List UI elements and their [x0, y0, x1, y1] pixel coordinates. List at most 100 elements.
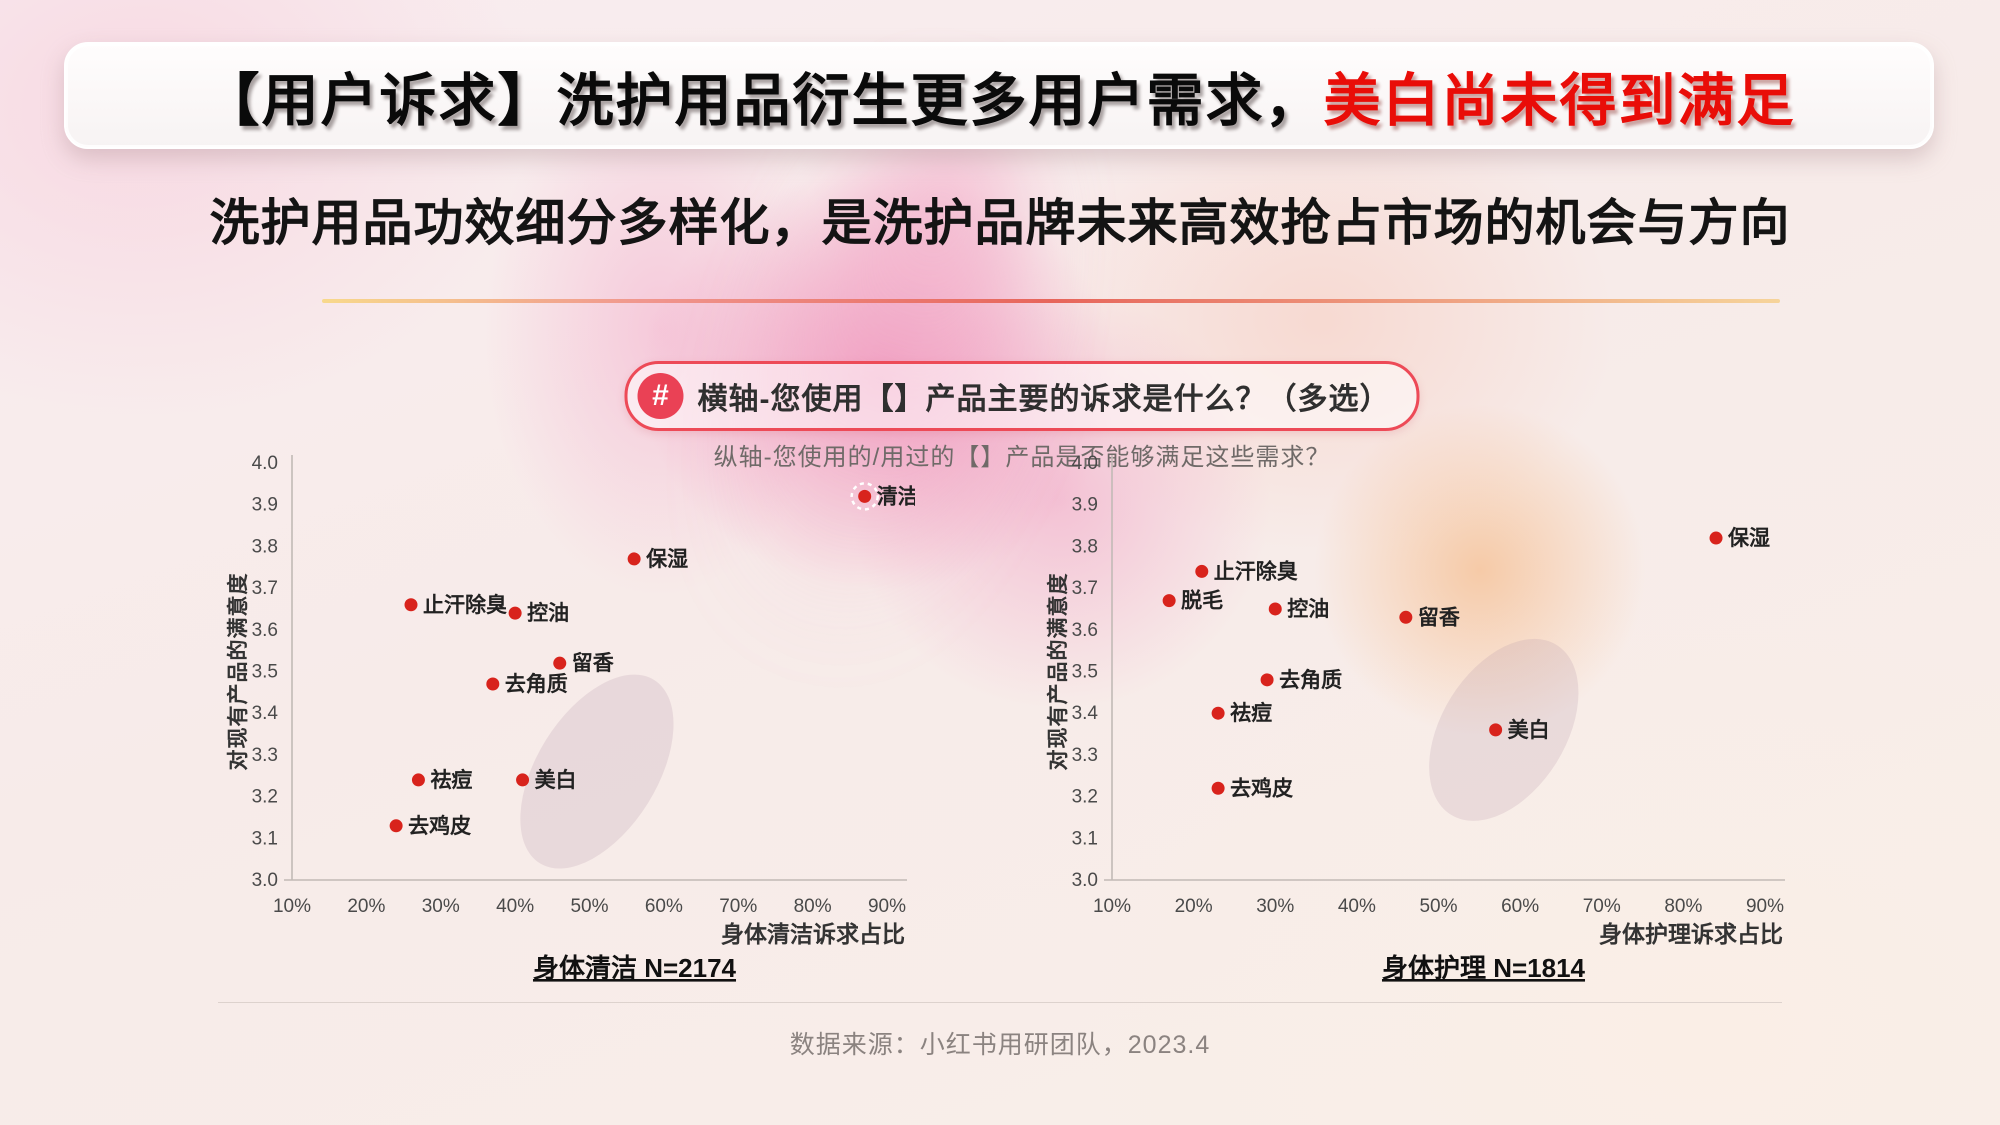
data-point-label: 去鸡皮 [1230, 776, 1293, 800]
x-axis-tick-label: 10% [1093, 896, 1131, 917]
x-axis-tick-label: 50% [1419, 896, 1457, 917]
x-axis-tick-label: 90% [868, 896, 906, 917]
page-title-red: 美白尚未得到满足 [1323, 69, 1796, 133]
y-axis-tick-label: 3.7 [1072, 578, 1098, 599]
subtitle-underline [322, 299, 1780, 303]
x-axis-tick-label: 60% [645, 896, 683, 917]
y-axis-tick-label: 3.8 [252, 536, 278, 557]
data-point [516, 773, 530, 787]
data-point-label: 控油 [1287, 597, 1329, 621]
y-axis-tick-label: 3.0 [1072, 870, 1098, 891]
data-point [486, 677, 500, 691]
y-axis-title: 对现有产品的满意度 [226, 573, 250, 771]
x-axis-tick-label: 60% [1501, 896, 1539, 917]
x-axis-title: 身体护理诉求占比 [1599, 921, 1783, 947]
data-point-label: 留香 [572, 651, 615, 675]
data-point [389, 819, 403, 833]
x-axis-tick-label: 70% [1583, 896, 1621, 917]
y-axis-tick-label: 3.2 [1072, 787, 1098, 808]
data-point [858, 489, 872, 503]
data-point-label: 祛痘 [430, 768, 472, 792]
question-badge-text: 横轴-您使用【】产品主要的诉求是什么？（多选） [697, 383, 1391, 416]
data-point [1709, 531, 1723, 545]
data-point-label: 脱毛 [1181, 589, 1223, 613]
y-axis-tick-label: 4.0 [252, 453, 278, 474]
y-axis-tick-label: 3.3 [1072, 745, 1098, 766]
data-point [508, 606, 522, 620]
x-axis-tick-label: 40% [1338, 896, 1376, 917]
data-source: 数据来源：小红书用研团队，2023.4 [789, 1031, 1211, 1059]
data-point [1162, 594, 1176, 608]
scatter-chart-body-cleansing: 3.0 3.1 3.2 3.3 3.4 3.5 3.6 3.7 3.8 3.9 4.0 10% 20% 3… [215, 430, 919, 1010]
y-axis-tick-label: 3.1 [1072, 828, 1098, 849]
x-axis-title: 身体清洁诉求占比 [721, 921, 905, 947]
data-point [1489, 723, 1503, 737]
y-axis-tick-label: 3.9 [1072, 495, 1098, 516]
selection-ring [850, 482, 879, 511]
x-axis-tick-label: 80% [794, 896, 832, 917]
y-axis-tick-label: 3.4 [1072, 703, 1099, 724]
data-point [1211, 781, 1225, 795]
data-point-label: 美白 [1508, 718, 1550, 742]
y-axis-tick-label: 3.3 [252, 745, 278, 766]
y-axis-tick-label: 3.4 [252, 703, 279, 724]
x-axis-tick-label: 30% [422, 896, 460, 917]
y-axis-tick-label: 4.0 [1072, 453, 1098, 474]
data-point-label: 去角质 [1279, 668, 1342, 692]
data-point-label: 保湿 [1727, 527, 1770, 550]
x-axis-tick-label: 90% [1746, 896, 1784, 917]
x-axis-tick-label: 50% [570, 896, 608, 917]
data-point [627, 552, 641, 566]
question-badge: # 横轴-您使用【】产品主要的诉求是什么？（多选） [624, 361, 1420, 431]
y-axis-tick-label: 3.8 [1072, 536, 1098, 557]
data-point [1399, 610, 1413, 624]
y-axis-tick-label: 3.5 [252, 662, 278, 683]
x-axis-tick-label: 80% [1664, 896, 1702, 917]
data-point-label: 美白 [535, 768, 577, 792]
data-point-label: 清洁 [877, 484, 915, 508]
y-axis-tick-label: 3.9 [252, 495, 278, 516]
data-point-label: 留香 [1418, 605, 1461, 629]
y-axis-tick-label: 3.6 [252, 620, 278, 641]
data-point-label: 去鸡皮 [408, 814, 471, 838]
x-axis-tick-label: 10% [273, 896, 311, 917]
data-point [553, 656, 567, 670]
chart-sample-label: 身体清洁 N=2174 [533, 953, 737, 983]
y-axis-tick-label: 3.6 [1072, 620, 1098, 641]
hash-icon: # [637, 373, 684, 419]
y-axis-tick-label: 3.1 [252, 828, 278, 849]
data-point-label: 保湿 [645, 548, 688, 571]
data-point-label: 祛痘 [1230, 701, 1272, 725]
data-point [411, 773, 425, 787]
data-point [1211, 706, 1225, 720]
subtitle: 洗护用品功效细分多样化，是洗护品牌未来高效抢占市场的机会与方向 [209, 195, 1791, 251]
data-point-label: 控油 [527, 601, 569, 625]
y-axis-tick-label: 3.2 [252, 787, 278, 808]
scatter-svg-body-cleansing: 3.0 3.1 3.2 3.3 3.4 3.5 3.6 3.7 3.8 3.9 4.0 10% 20% 3… [226, 453, 919, 983]
x-axis-tick-label: 20% [1175, 896, 1213, 917]
x-axis-tick-label: 70% [719, 896, 757, 917]
y-axis-title: 对现有产品的满意度 [1046, 573, 1070, 771]
vertical-axis-note: 纵轴-您使用的/用过的【】产品是否能够满足这些需求？ [713, 444, 1331, 471]
footer-divider [218, 1002, 1782, 1003]
data-point-label: 去角质 [505, 672, 568, 696]
x-axis-tick-label: 30% [1256, 896, 1294, 917]
data-point [1260, 673, 1274, 687]
data-point-label: 止汗除臭 [423, 593, 507, 617]
chart-sample-label: 身体护理 N=1814 [1382, 953, 1586, 983]
title-banner: 【用户诉求】洗护用品衍生更多用户需求， 美白尚未得到满足 [64, 42, 1934, 149]
x-axis-tick-label: 20% [347, 896, 385, 917]
y-axis-tick-label: 3.7 [252, 578, 278, 599]
highlight-ellipse [520, 674, 674, 869]
scatter-chart-body-care: 3.0 3.1 3.2 3.3 3.4 3.5 3.6 3.7 3.8 3.9 4.0 10% 20% 3… [1035, 430, 1797, 1010]
data-point-label: 止汗除臭 [1214, 559, 1298, 583]
data-point [404, 598, 418, 612]
page-title-black: 【用户诉求】洗护用品衍生更多用户需求， [202, 69, 1324, 133]
x-axis-tick-label: 40% [496, 896, 534, 917]
highlight-ellipse [1429, 638, 1579, 821]
scatter-svg-body-care: 3.0 3.1 3.2 3.3 3.4 3.5 3.6 3.7 3.8 3.9 4.0 10% 20% 3… [1046, 453, 1785, 983]
data-point [1195, 564, 1209, 578]
y-axis-tick-label: 3.0 [252, 870, 278, 891]
y-axis-tick-label: 3.5 [1072, 662, 1098, 683]
